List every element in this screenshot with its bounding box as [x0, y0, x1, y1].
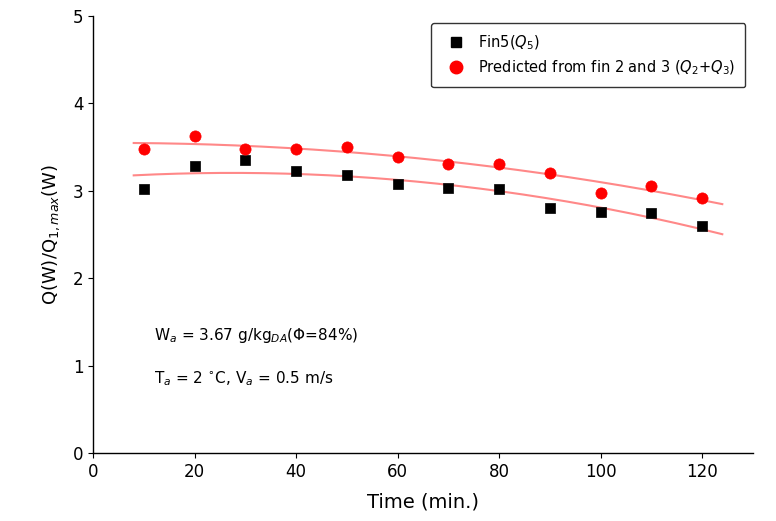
Point — [189, 132, 201, 141]
Point — [493, 185, 505, 193]
Point — [290, 167, 303, 176]
Point — [645, 208, 657, 217]
Point — [189, 162, 201, 170]
Y-axis label: Q(W)/Q$_{1,max}$(W): Q(W)/Q$_{1,max}$(W) — [40, 164, 61, 305]
Legend: Fin5($Q_5$), Predicted from fin 2 and 3 ($Q_2$+$Q_3$): Fin5($Q_5$), Predicted from fin 2 and 3 … — [431, 23, 746, 88]
Point — [341, 171, 353, 179]
Point — [594, 189, 607, 197]
X-axis label: Time (min.): Time (min.) — [367, 492, 479, 511]
Point — [239, 144, 251, 153]
Point — [696, 221, 708, 230]
Point — [594, 207, 607, 216]
Point — [391, 153, 404, 162]
Point — [341, 143, 353, 151]
Point — [645, 182, 657, 191]
Point — [137, 144, 150, 153]
Text: W$_a$ = 3.67 g/kg$_{DA}$($\Phi$=84%): W$_a$ = 3.67 g/kg$_{DA}$($\Phi$=84%) — [154, 326, 359, 344]
Point — [442, 160, 455, 169]
Point — [493, 160, 505, 169]
Point — [543, 169, 556, 177]
Point — [290, 144, 303, 153]
Point — [137, 185, 150, 193]
Text: T$_a$ = 2 $^{\circ}$C, V$_a$ = 0.5 m/s: T$_a$ = 2 $^{\circ}$C, V$_a$ = 0.5 m/s — [154, 369, 334, 388]
Point — [391, 180, 404, 188]
Point — [543, 204, 556, 213]
Point — [239, 156, 251, 164]
Point — [696, 193, 708, 202]
Point — [442, 184, 455, 192]
